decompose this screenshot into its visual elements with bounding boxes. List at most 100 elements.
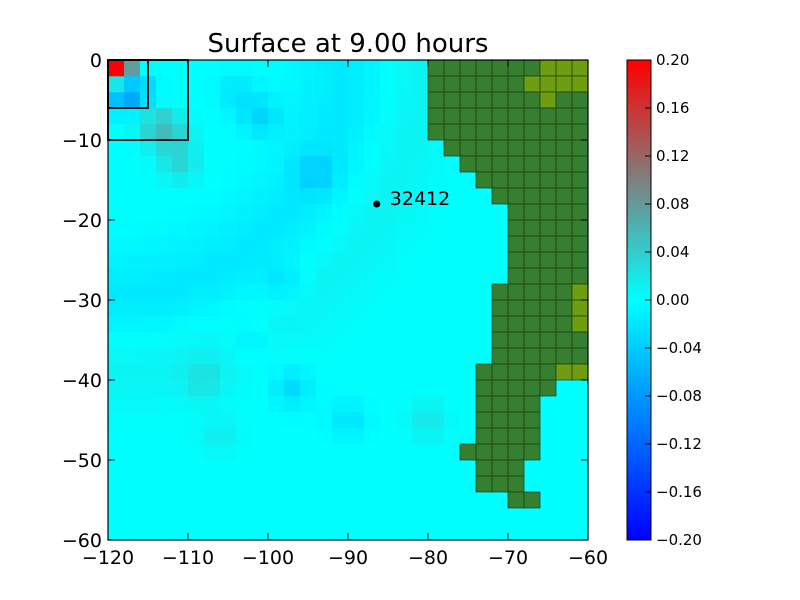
field-cell [412,476,428,492]
field-cell [348,76,364,92]
field-cell [268,476,284,492]
field-cell [108,92,124,108]
field-cell [332,284,348,300]
field-cell [108,524,124,540]
land-cell [492,444,508,460]
land-cell [492,412,508,428]
field-cell [556,508,572,524]
land-cell [444,124,460,140]
field-cell [524,508,540,524]
field-cell [252,524,268,540]
land-cell [476,92,492,108]
field-cell [476,316,492,332]
field-cell [236,524,252,540]
land-cell [508,460,524,476]
field-cell [476,284,492,300]
land-cell [540,204,556,220]
field-cell [364,492,380,508]
field-cell [268,220,284,236]
field-cell [332,172,348,188]
gauge-marker [373,201,380,208]
field-cell [460,300,476,316]
land-cell [524,60,540,76]
field-cell [300,236,316,252]
field-cell [300,268,316,284]
field-cell [252,124,268,140]
field-cell [172,172,188,188]
field-cell [444,268,460,284]
field-cell [204,252,220,268]
field-cell [300,188,316,204]
field-cell [428,156,444,172]
x-tick-label: −100 [242,547,294,569]
land-cell [492,364,508,380]
field-cell [124,412,140,428]
field-cell [444,412,460,428]
field-cell [364,476,380,492]
field-cell [140,428,156,444]
field-cell [316,364,332,380]
field-cell [156,188,172,204]
field-cell [380,76,396,92]
field-cell [140,332,156,348]
field-cell [412,220,428,236]
field-cell [172,124,188,140]
field-cell [204,284,220,300]
field-cell [412,332,428,348]
field-cell [172,460,188,476]
field-cell [220,476,236,492]
field-cell [332,524,348,540]
field-cell [220,284,236,300]
field-cell [332,156,348,172]
field-cell [108,188,124,204]
field-cell [140,172,156,188]
field-cell [364,60,380,76]
field-cell [188,92,204,108]
field-cell [252,60,268,76]
field-cell [364,508,380,524]
field-cell [108,204,124,220]
field-cell [300,524,316,540]
field-cell [556,396,572,412]
land-cell [508,60,524,76]
field-cell [380,284,396,300]
field-cell [572,380,588,396]
field-cell [412,172,428,188]
field-cell [540,396,556,412]
x-tick-label: −90 [328,547,368,569]
field-cell [412,316,428,332]
land-cell [556,140,572,156]
field-cell [444,364,460,380]
field-cell [252,172,268,188]
field-cell [220,364,236,380]
field-cell [428,172,444,188]
land-cell [540,156,556,172]
field-cell [364,412,380,428]
land-cell [508,156,524,172]
field-cell [108,156,124,172]
land-cell [476,364,492,380]
field-cell [364,316,380,332]
field-cell [572,396,588,412]
field-cell [236,364,252,380]
land-cell [524,140,540,156]
land-cell [460,156,476,172]
field-cell [572,476,588,492]
field-cell [332,396,348,412]
field-cell [204,348,220,364]
colorbar-tick-label: −0.04 [656,339,702,357]
land-cell [524,492,540,508]
land-cell [444,76,460,92]
field-cell [268,108,284,124]
field-cell [252,396,268,412]
land-cell [508,140,524,156]
field-cell [348,188,364,204]
field-cell [156,60,172,76]
field-cell [268,300,284,316]
field-cell [108,412,124,428]
land-cell [572,348,588,364]
field-cell [428,220,444,236]
field-cell [316,300,332,316]
field-cell [396,508,412,524]
colorbar-tick-label: −0.08 [656,387,702,405]
